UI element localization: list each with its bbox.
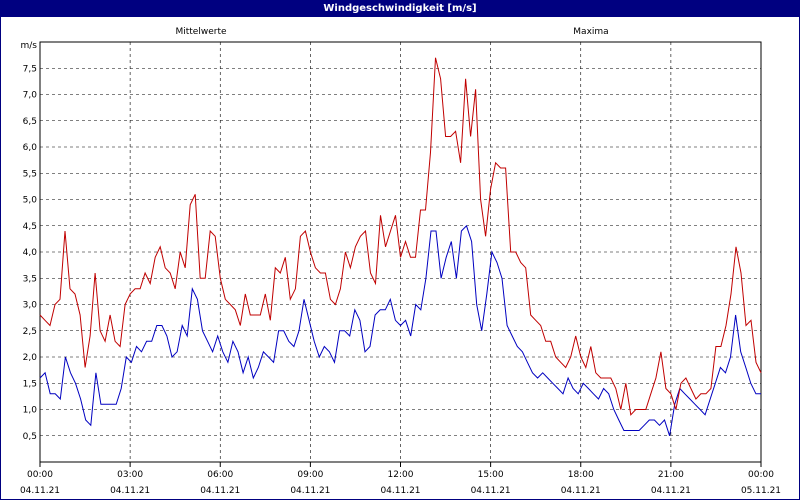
x-tick-time: 09:00 (297, 470, 323, 480)
y-tick-label: 2,0 (23, 353, 38, 363)
y-tick-label: 2,5 (23, 327, 37, 337)
x-tick-date: 04.11.21 (200, 486, 240, 496)
x-tick-date: 04.11.21 (651, 486, 691, 496)
x-tick-time: 00:00 (27, 470, 53, 480)
x-tick-time: 21:00 (658, 470, 684, 480)
y-tick-label: 7,0 (23, 91, 38, 101)
y-tick-label: 6,5 (23, 117, 37, 127)
y-tick-label: 4,5 (23, 222, 37, 232)
y-tick-label: 5,0 (23, 196, 38, 206)
x-tick-time: 00:00 (748, 470, 774, 480)
y-tick-label: 1,5 (23, 379, 37, 389)
y-tick-label: 7,5 (23, 64, 37, 74)
x-tick-date: 04.11.21 (561, 486, 601, 496)
x-tick-time: 06:00 (207, 470, 233, 480)
y-tick-label: 3,5 (23, 274, 37, 284)
x-tick-time: 18:00 (568, 470, 594, 480)
x-tick-date: 04.11.21 (290, 486, 330, 496)
x-tick-date: 04.11.21 (110, 486, 150, 496)
x-tick-time: 12:00 (388, 470, 414, 480)
y-tick-label: 1,0 (23, 406, 38, 416)
window-title: Windgeschwindigkeit [m/s] (1, 1, 799, 17)
x-tick-date: 04.11.21 (20, 486, 60, 496)
x-tick-date: 04.11.21 (380, 486, 420, 496)
series-line-maxima (39, 57, 762, 416)
x-tick-time: 03:00 (117, 470, 143, 480)
x-tick-date: 05.11.21 (741, 486, 781, 496)
y-tick-label: 4,0 (23, 248, 38, 258)
y-tick-label: 3,0 (23, 301, 38, 311)
legend-mittelwerte: Mittelwerte (175, 27, 227, 37)
x-tick-time: 15:00 (478, 470, 504, 480)
y-tick-label: 5,5 (23, 169, 37, 179)
y-axis-label: m/s (21, 41, 38, 51)
series-line-mittelwerte (39, 224, 761, 436)
y-tick-label: 6,0 (23, 143, 38, 153)
legend-maxima: Maxima (573, 27, 609, 37)
x-tick-date: 04.11.21 (471, 486, 511, 496)
y-tick-label: 0,5 (23, 432, 37, 442)
